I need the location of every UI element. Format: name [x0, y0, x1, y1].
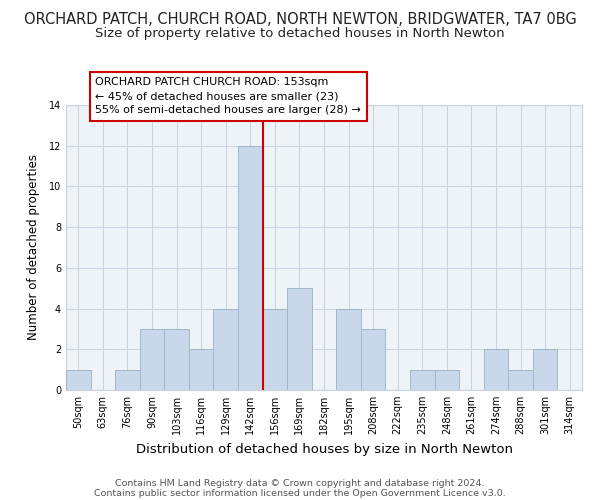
Bar: [115, 370, 140, 390]
Bar: [287, 288, 312, 390]
Text: ORCHARD PATCH CHURCH ROAD: 153sqm
← 45% of detached houses are smaller (23)
55% : ORCHARD PATCH CHURCH ROAD: 153sqm ← 45% …: [95, 77, 361, 115]
Bar: [164, 329, 189, 390]
Bar: [410, 370, 434, 390]
Text: Contains HM Land Registry data © Crown copyright and database right 2024.: Contains HM Land Registry data © Crown c…: [115, 478, 485, 488]
Bar: [533, 350, 557, 390]
Bar: [508, 370, 533, 390]
Bar: [214, 308, 238, 390]
Bar: [140, 329, 164, 390]
Bar: [484, 350, 508, 390]
Text: Size of property relative to detached houses in North Newton: Size of property relative to detached ho…: [95, 28, 505, 40]
Bar: [434, 370, 459, 390]
Text: ORCHARD PATCH, CHURCH ROAD, NORTH NEWTON, BRIDGWATER, TA7 0BG: ORCHARD PATCH, CHURCH ROAD, NORTH NEWTON…: [23, 12, 577, 28]
Bar: [66, 370, 91, 390]
Bar: [336, 308, 361, 390]
Bar: [263, 308, 287, 390]
Bar: [238, 146, 263, 390]
Bar: [361, 329, 385, 390]
Bar: [189, 350, 214, 390]
Text: Contains public sector information licensed under the Open Government Licence v3: Contains public sector information licen…: [94, 488, 506, 498]
Y-axis label: Number of detached properties: Number of detached properties: [28, 154, 40, 340]
X-axis label: Distribution of detached houses by size in North Newton: Distribution of detached houses by size …: [136, 442, 512, 456]
